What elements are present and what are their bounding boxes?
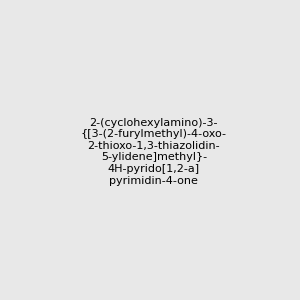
Text: 2-(cyclohexylamino)-3-
{[3-(2-furylmethyl)-4-oxo-
2-thioxo-1,3-thiazolidin-
5-yl: 2-(cyclohexylamino)-3- {[3-(2-furylmethy… xyxy=(81,118,227,185)
